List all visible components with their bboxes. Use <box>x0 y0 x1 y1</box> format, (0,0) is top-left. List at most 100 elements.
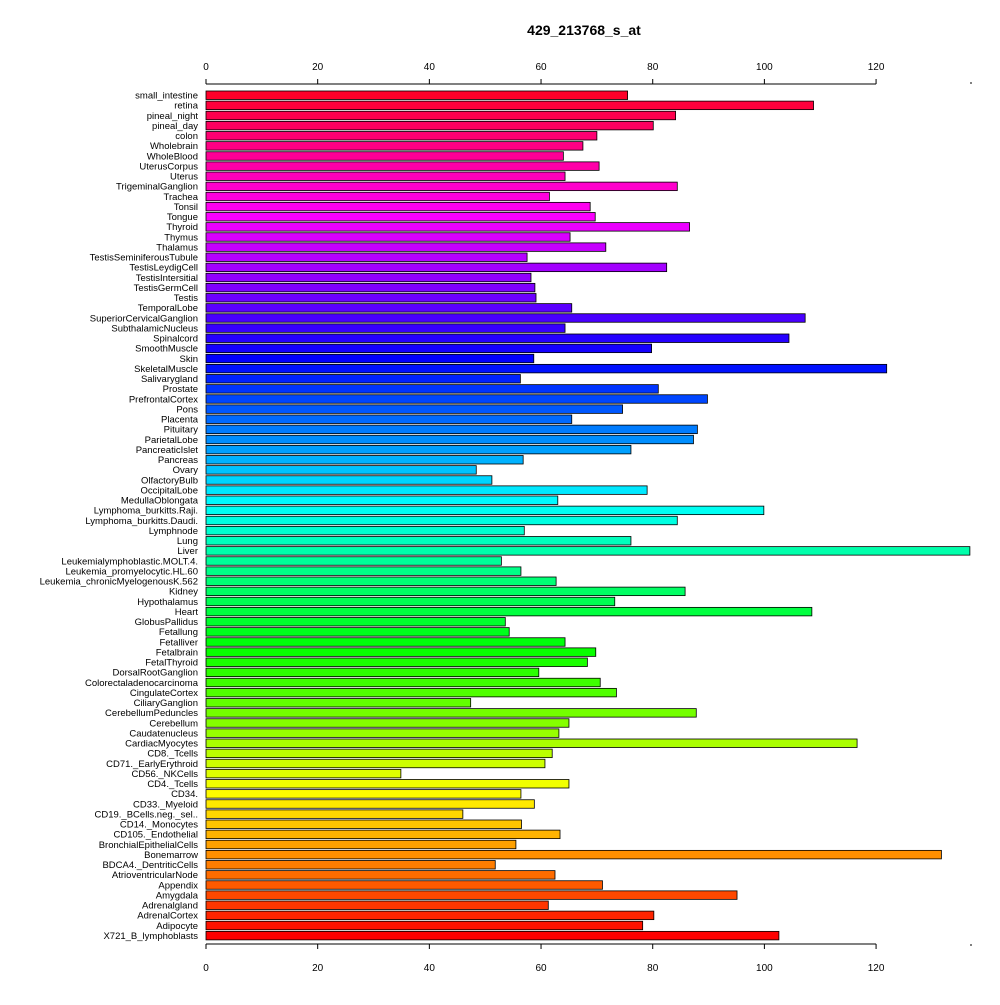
category-label: Kidney <box>169 587 198 598</box>
category-label: CD19._BCells.neg._sel.. <box>95 809 199 820</box>
category-label: CD71._EarlyErythroid <box>106 759 198 770</box>
category-label: Pons <box>176 404 198 415</box>
category-label: PancreaticIslet <box>136 445 199 456</box>
top-axis-tick-label: 20 <box>312 62 324 73</box>
bar <box>205 333 790 343</box>
bar <box>205 363 888 374</box>
top-axis-tick-label: 120 <box>868 62 885 73</box>
category-label: CD14._Monocytes <box>120 820 198 831</box>
bar <box>205 475 493 485</box>
category-label: GlobusPallidus <box>135 617 199 628</box>
bar <box>205 738 858 748</box>
bar <box>205 849 942 860</box>
bar <box>205 687 617 698</box>
category-label: Liver <box>177 546 198 557</box>
category-label: Salivarygland <box>141 374 198 385</box>
category-label: Testis <box>174 293 199 304</box>
bar <box>205 566 522 576</box>
bar <box>205 839 517 850</box>
category-label: SubthalamicNucleus <box>111 323 198 334</box>
category-label: Pituitary <box>164 425 199 436</box>
bar <box>205 546 971 556</box>
category-label: BronchialEpithelialCells <box>99 840 199 851</box>
top-axis-tick-label: 100 <box>756 62 773 73</box>
bar <box>205 930 780 941</box>
bar <box>205 910 655 921</box>
category-label: Appendix <box>158 880 198 891</box>
category-label: Leukemia_promyelocytic.HL.60 <box>65 566 198 577</box>
bar <box>205 232 571 242</box>
bar <box>205 252 528 262</box>
bar <box>205 434 694 445</box>
category-label: CardiacMyocytes <box>125 739 198 750</box>
top-axis-tick-label: 80 <box>647 62 659 73</box>
category-label: Colorectaladenocarcinoma <box>85 678 199 689</box>
category-label: Uterus <box>170 172 198 183</box>
category-label: AdrenalCortex <box>137 911 198 922</box>
category-label: ParietalLobe <box>145 435 198 446</box>
bottom-axis-tick-label: 40 <box>424 963 436 974</box>
bar <box>205 485 648 495</box>
bar <box>205 880 603 890</box>
bar <box>205 384 659 394</box>
category-labels: small_intestineretinapineal_nightpineal_… <box>40 91 199 942</box>
bar <box>205 424 698 435</box>
category-label: Bonemarrow <box>144 850 198 861</box>
category-label: CD56._NKCells <box>131 769 198 780</box>
category-label: Tongue <box>167 212 198 223</box>
category-label: CD34. <box>171 789 198 800</box>
category-label: TestisSeminiferousTubule <box>90 253 198 264</box>
bar <box>205 90 628 100</box>
category-label: Amygdala <box>156 890 199 901</box>
category-label: small_intestine <box>135 91 198 102</box>
bar <box>205 606 813 617</box>
category-label: pineal_day <box>152 121 198 132</box>
bar <box>205 242 607 252</box>
category-label: CD33._Myeloid <box>133 799 198 810</box>
category-label: Lymphoma_burkitts.Daudi. <box>85 516 198 527</box>
category-label: DorsalRootGanglion <box>112 668 198 679</box>
bar <box>205 110 677 121</box>
bar <box>205 191 550 202</box>
category-label: Thymus <box>164 232 198 243</box>
bottom-axis-tick-label: 60 <box>535 963 547 974</box>
category-label: Placenta <box>161 415 199 426</box>
category-label: Lung <box>177 536 198 547</box>
category-label: Adipocyte <box>156 921 198 932</box>
category-label: SuperiorCervicalGanglion <box>90 313 198 324</box>
bar <box>205 212 596 222</box>
category-label: UterusCorpus <box>139 161 198 172</box>
bar <box>205 525 525 536</box>
bar <box>205 293 537 303</box>
bar <box>205 313 806 323</box>
category-label: pineal_night <box>147 111 199 122</box>
bar <box>205 394 708 404</box>
bar <box>205 100 814 111</box>
bar <box>205 120 654 131</box>
bar <box>205 728 560 738</box>
bar <box>205 667 540 678</box>
category-label: Lymphnode <box>149 526 198 537</box>
bar <box>205 374 521 384</box>
bar <box>205 455 524 465</box>
category-label: Fetalbrain <box>156 647 198 658</box>
category-label: WholeBlood <box>147 151 198 162</box>
bar <box>205 444 632 455</box>
category-label: CingulateCortex <box>130 688 198 699</box>
category-label: TestisLeydigCell <box>129 263 198 274</box>
bar <box>205 596 616 607</box>
bar <box>205 586 686 597</box>
top-x-axis: 0 20 40 60 80 100 120 <box>203 62 972 85</box>
top-axis-tick-label: 40 <box>424 62 436 73</box>
category-label: X721_B_lymphoblasts <box>103 931 198 942</box>
bar <box>205 222 690 232</box>
bar <box>205 161 600 171</box>
bar <box>205 151 564 161</box>
category-label: colon <box>175 131 198 142</box>
bar <box>205 282 536 293</box>
category-label: SmoothMuscle <box>135 344 198 355</box>
category-label: Adrenalgland <box>142 901 198 912</box>
bar <box>205 789 522 799</box>
bar <box>205 637 566 647</box>
